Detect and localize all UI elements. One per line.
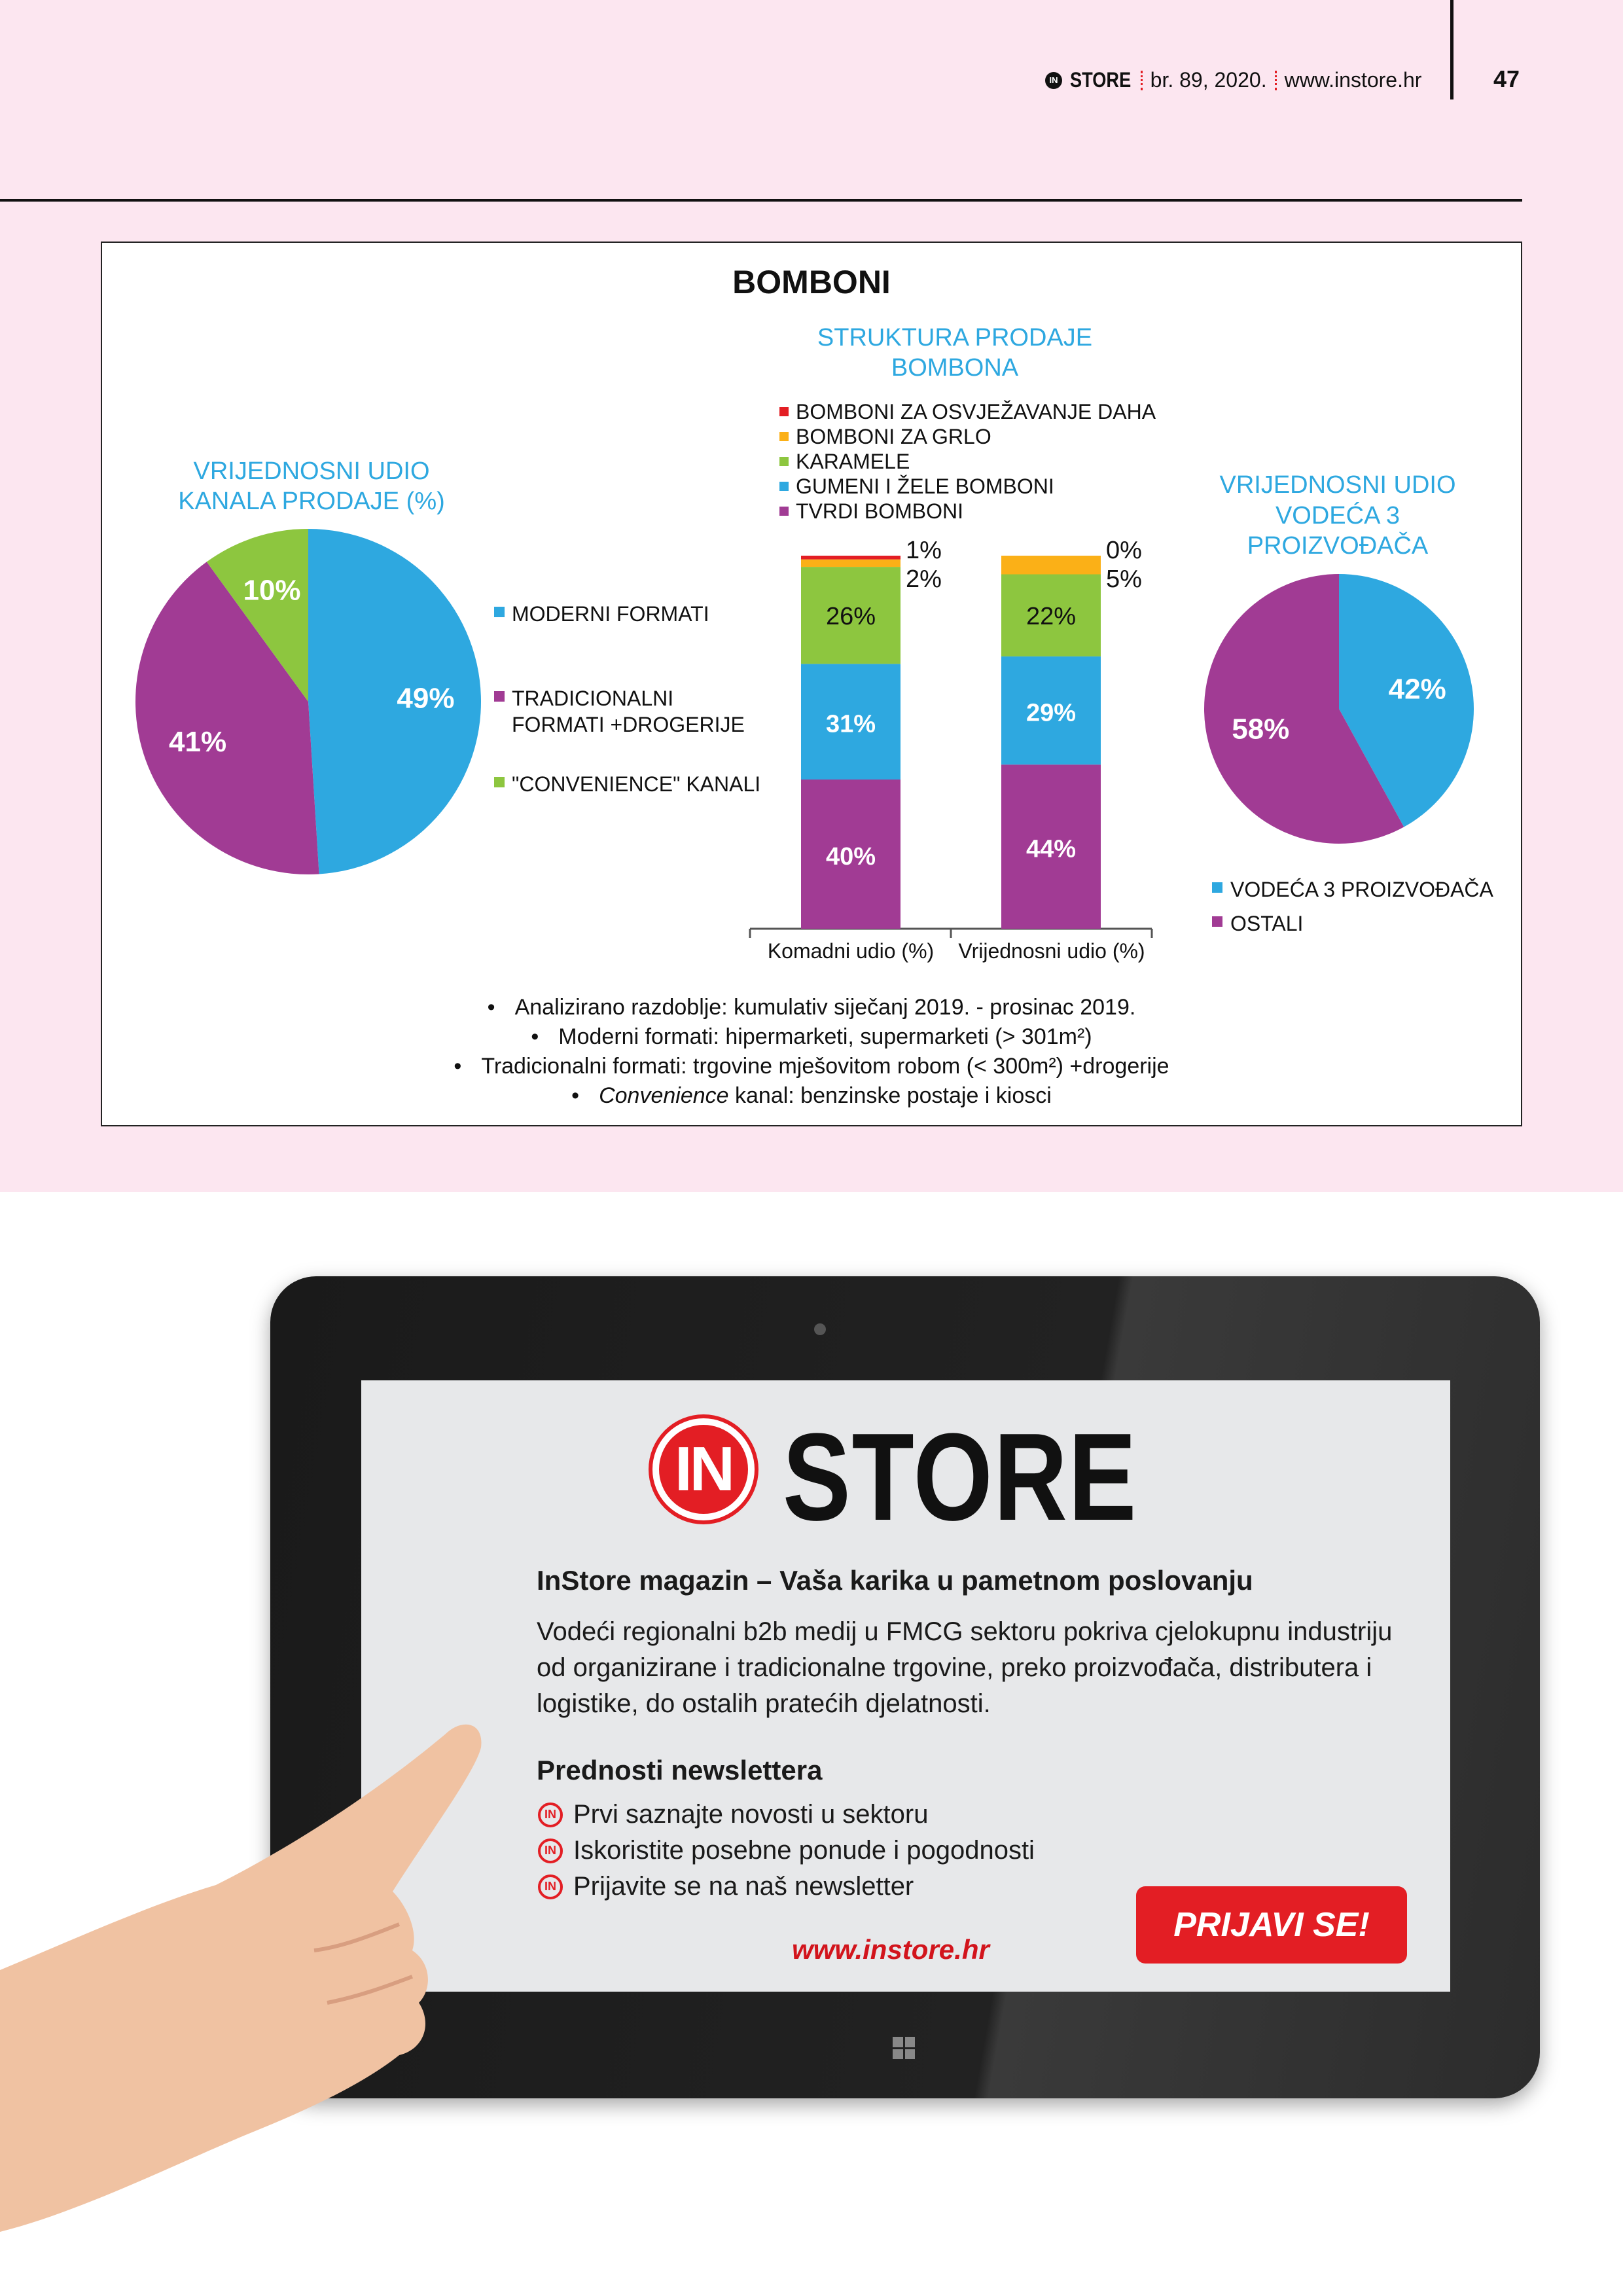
hand-shape — [0, 1724, 482, 2232]
website: www.instore.hr — [1284, 68, 1422, 92]
legend-label: KARAMELE — [796, 450, 910, 473]
subscribe-button[interactable]: PRIJAVI SE! — [1136, 1886, 1407, 1964]
legend-label: "CONVENIENCE" KANALI — [512, 772, 760, 796]
website-link[interactable]: www.instore.hr — [792, 1934, 990, 1965]
windows-logo-icon — [893, 2037, 915, 2059]
note: • Analizirano razdoblje: kumulativ siječa… — [488, 995, 1136, 1020]
instore-logo-icon: IN — [1045, 71, 1062, 89]
left-pie-label: 41% — [169, 726, 226, 758]
bar-value-label: 22% — [1026, 603, 1076, 630]
bar-segment — [801, 567, 901, 664]
bar-segment — [801, 780, 901, 929]
legend-swatch — [779, 482, 789, 491]
note: • Tradicionalni formati: trgovine mješovi… — [454, 1054, 1169, 1079]
running-header: IN STORE br. 89, 2020. www.instore.hr — [1045, 68, 1421, 92]
right-pie-slice — [1204, 574, 1404, 844]
benefit-text: Prijavite se na naš newsletter — [573, 1872, 914, 1901]
note: • Moderni formati: hipermarketi, supermar… — [531, 1024, 1092, 1049]
note: • Convenience kanal: benzinske postaje i … — [571, 1083, 1052, 1108]
bar-value-label: 0% — [1106, 537, 1142, 564]
brand-name: STORE — [1070, 68, 1132, 92]
right-pie-title: VODEĆA 3 — [1275, 501, 1400, 529]
bar-segment — [1001, 764, 1101, 929]
legend-swatch — [779, 507, 789, 516]
legend-label: TVRDI BOMBONI — [796, 499, 963, 523]
bar-value-label: 2% — [906, 565, 942, 593]
legend-swatch — [494, 777, 505, 787]
legend-swatch — [1212, 916, 1222, 927]
benefit-item: IN Prvi saznajte novosti u sektoru — [538, 1797, 928, 1833]
right-pie-slice — [1339, 574, 1474, 827]
bar-segment — [801, 664, 901, 780]
benefit-text: Iskoristite posebne ponude i pogodnosti — [573, 1836, 1035, 1865]
ad-paragraph: od organizirane i tradicionalne trgovine… — [537, 1653, 1372, 1682]
right-pie-label: 58% — [1232, 713, 1289, 745]
benefit-item: IN Iskoristite posebne ponude i pogodnost… — [538, 1833, 1035, 1869]
bar-value-label: 29% — [1026, 700, 1076, 727]
infographic: BOMBONI VRIJEDNOSNI UDIO KANALA PRODAJE … — [135, 264, 1494, 1108]
infographic-title: BOMBONI — [732, 264, 891, 300]
bar-value-label: 26% — [826, 603, 876, 630]
bar-value-label: 44% — [1026, 836, 1076, 863]
left-pie-slice — [206, 529, 308, 702]
legend-swatch — [779, 407, 789, 416]
instore-bullet-icon: IN — [538, 1802, 563, 1827]
header-divider — [0, 199, 1522, 202]
separator — [1140, 70, 1143, 90]
legend-swatch — [779, 457, 789, 466]
bar-chart-title: STRUKTURA PRODAJE — [817, 324, 1092, 351]
legend-swatch — [779, 432, 789, 441]
legend-label: FORMATI +DROGERIJE — [512, 713, 745, 736]
bar-segment — [801, 559, 901, 567]
ad-heading: InStore magazin – Vaša karika u pametnom… — [537, 1565, 1253, 1596]
left-pie-title: KANALA PRODAJE (%) — [178, 488, 445, 515]
legend-label: MODERNI FORMATI — [512, 602, 709, 626]
left-pie-slice — [135, 562, 319, 874]
bar-segment — [801, 556, 901, 560]
legend-swatch — [1212, 882, 1222, 893]
benefit-item: IN Prijavite se na naš newsletter — [538, 1869, 914, 1905]
bar-segment — [1001, 556, 1101, 575]
left-pie-slice — [308, 529, 481, 874]
ad-paragraph: Vodeći regionalni b2b medij u FMCG sekto… — [537, 1617, 1393, 1646]
x-tick-label: Komadni udio (%) — [768, 939, 934, 963]
legend-label: BOMBONI ZA GRLO — [796, 425, 991, 448]
camera-icon — [814, 1323, 826, 1335]
bar-value-label: 31% — [826, 711, 876, 738]
left-pie-label: 49% — [397, 682, 454, 714]
pointing-hand — [0, 1724, 482, 2232]
legend-label: OSTALI — [1230, 912, 1303, 935]
legend-swatch — [494, 607, 505, 617]
bar-value-label: 1% — [906, 537, 942, 564]
bar-segment — [1001, 574, 1101, 656]
benefits-title: Prednosti newslettera — [537, 1755, 823, 1785]
page-number-divider — [1450, 0, 1454, 99]
left-pie-label: 10% — [243, 574, 300, 606]
legend-label: GUMENI I ŽELE BOMBONI — [796, 475, 1054, 498]
right-pie-title: PROIZVOĐAČA — [1247, 531, 1429, 560]
x-tick-label: Vrijednosni udio (%) — [958, 939, 1145, 963]
legend-label: BOMBONI ZA OSVJEŽAVANJE DAHA — [796, 400, 1156, 423]
bar-value-label: 5% — [1106, 565, 1142, 593]
bar-segment — [1001, 656, 1101, 765]
ad-paragraph: logistike, do ostalih pratećih djelatnos… — [537, 1689, 991, 1718]
page-number: 47 — [1493, 65, 1520, 92]
bar-chart-title: BOMBONA — [891, 354, 1019, 382]
issue: br. 89, 2020. — [1150, 68, 1267, 92]
separator — [1274, 70, 1277, 90]
bar-value-label: 40% — [826, 843, 876, 870]
logo-text: STORE — [783, 1408, 1138, 1547]
benefit-text: Prvi saznajte novosti u sektoru — [573, 1800, 929, 1829]
right-pie-label: 42% — [1389, 673, 1446, 705]
legend-label: VODEĆA 3 PROIZVOĐAČA — [1230, 878, 1494, 901]
instore-logo-icon: IN — [652, 1418, 755, 1520]
left-pie-title: VRIJEDNOSNI UDIO — [193, 457, 429, 485]
legend-swatch — [494, 691, 505, 702]
instore-bullet-icon: IN — [538, 1838, 563, 1863]
instore-bullet-icon: IN — [538, 1874, 563, 1899]
legend-label: TRADICIONALNI — [512, 687, 673, 710]
right-pie-title: VRIJEDNOSNI UDIO — [1219, 471, 1455, 499]
